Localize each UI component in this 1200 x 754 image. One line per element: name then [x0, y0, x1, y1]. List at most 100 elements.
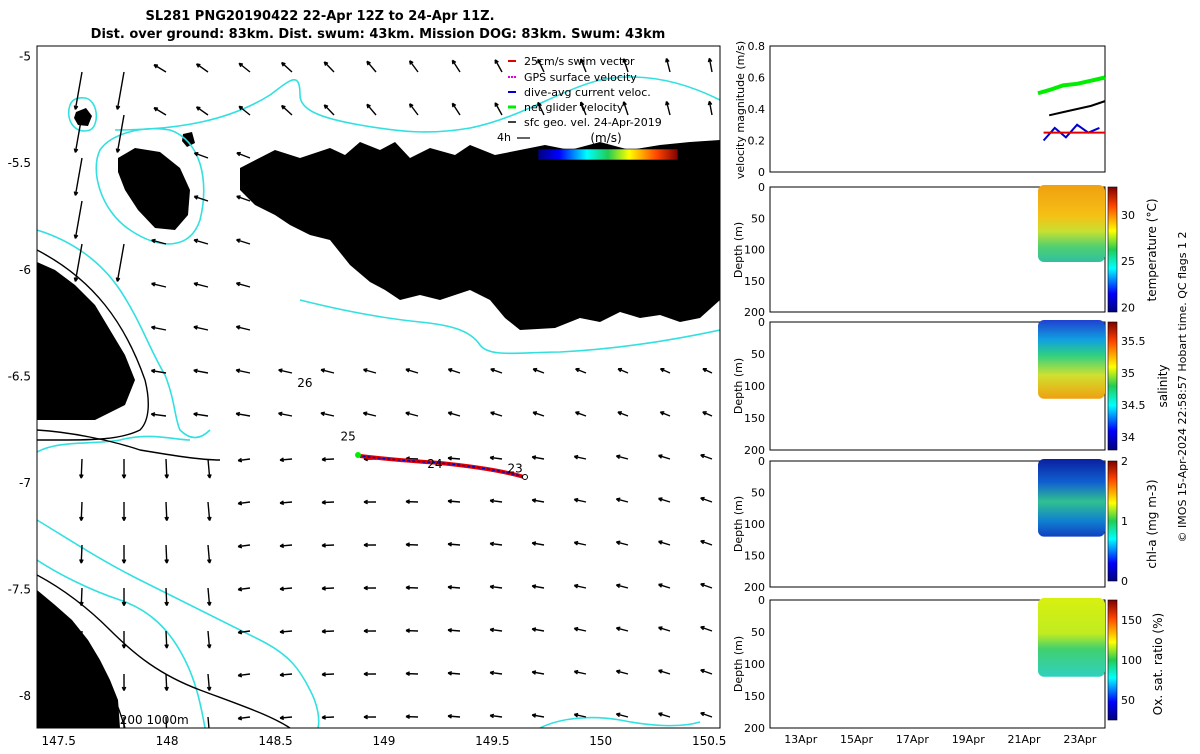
- velocity-arrow: [615, 626, 629, 632]
- depth-tick-label: 200: [744, 444, 765, 457]
- x-tick-label: 150: [589, 734, 612, 748]
- depth-tick-label: 50: [751, 348, 765, 361]
- temperature-colorbar: [1107, 186, 1118, 313]
- velocity-arrow: [121, 630, 127, 649]
- depth-tick-label: 50: [751, 487, 765, 500]
- velocity-arrow: [700, 539, 713, 546]
- velocity-arrow: [115, 71, 125, 110]
- velocity-arrow: [193, 325, 209, 331]
- velocity-arrow: [121, 458, 127, 479]
- velocity-arrow: [362, 368, 377, 374]
- velocity-arrow: [451, 59, 461, 73]
- velocity-arrow: [193, 368, 209, 374]
- velocity-arrow: [573, 454, 587, 460]
- velocity-arrow: [489, 541, 503, 547]
- time-tick-label: 17Apr: [896, 733, 930, 746]
- velocity-arrow: [281, 104, 293, 116]
- velocity-arrow: [206, 587, 212, 606]
- depth-tick-label: 150: [744, 550, 765, 563]
- velocity-arrow: [700, 668, 713, 675]
- velocity-arrow: [193, 238, 209, 245]
- velocity-series-line: [1037, 75, 1106, 96]
- velocity-arrow: [447, 541, 461, 547]
- velocity-arrow: [279, 500, 293, 506]
- colorbar-tick-label: 30: [1121, 209, 1135, 222]
- velocity-arrow: [164, 673, 169, 691]
- velocity-arrow: [405, 542, 419, 547]
- time-tick-label: 13Apr: [784, 733, 818, 746]
- velocity-arrow: [658, 583, 671, 589]
- time-tick-label: 19Apr: [952, 733, 986, 746]
- velocity-arrow: [405, 585, 419, 590]
- x-tick-label: 149.5: [475, 734, 509, 748]
- velocity-arrow: [279, 543, 293, 549]
- velocity-arrow: [281, 61, 293, 73]
- velocity-arrow: [279, 672, 293, 678]
- velocity-arrow: [573, 583, 587, 589]
- velocity-arrow: [531, 584, 545, 589]
- velocity-arrow: [408, 103, 419, 116]
- velocity-arrow: [206, 544, 212, 564]
- current-vectors-track: [359, 455, 525, 478]
- velocity-arrow: [151, 282, 167, 288]
- velocity-arrow: [405, 671, 419, 676]
- velocity-arrow: [236, 195, 251, 202]
- velocity-arrow: [323, 61, 335, 73]
- velocity-arrow: [447, 368, 461, 374]
- velocity-arrow: [320, 368, 335, 374]
- velocity-arrow: [79, 544, 84, 564]
- velocity-arrow: [153, 107, 167, 116]
- salinity-section: [1038, 320, 1105, 399]
- day-label: 25: [341, 429, 356, 443]
- velocity-arrow: [151, 325, 167, 331]
- velocity-arrow: [447, 455, 461, 461]
- y-tick-label: -8: [19, 689, 31, 703]
- velocity-arrow: [573, 540, 587, 546]
- colorbar-tick-label: 0: [1121, 575, 1128, 588]
- colorbar-tick-label: 2: [1121, 455, 1128, 468]
- velocity-arrow: [573, 497, 587, 503]
- x-tick-label: 150.5: [692, 734, 726, 748]
- title-line-2: Dist. over ground: 83km. Dist. swum: 43k…: [91, 27, 666, 42]
- day-label: 24: [427, 457, 442, 471]
- velocity-arrow: [622, 101, 629, 116]
- depth-tick-label: 100: [744, 380, 765, 393]
- velocity-arrow: [207, 458, 212, 479]
- velocity-arrow: [206, 630, 212, 649]
- land-new-britain: [240, 140, 720, 330]
- salinity-cbar-label: salinity: [1156, 364, 1170, 407]
- velocity-arrow: [615, 583, 629, 589]
- velocity-arrow: [494, 59, 503, 73]
- velocity-arrow: [447, 627, 461, 633]
- x-tick-label: 149: [372, 734, 395, 748]
- velocity-arrow: [700, 625, 713, 632]
- colorbar-tick-label: 1: [1121, 515, 1128, 528]
- land-small-islet: [74, 108, 92, 126]
- depth-ylabel: Depth (m): [732, 358, 745, 414]
- salinity-panel: Depth (m) salinity: [732, 320, 1170, 451]
- velocity-arrow: [531, 670, 545, 675]
- velocity-arrow: [447, 713, 461, 719]
- velocity-arrow: [658, 540, 671, 546]
- y-tick-label: 0.4: [748, 103, 766, 116]
- velocity-panel: velocity magnitude (m/s) 0 0.2 0.4 0.6 0…: [734, 40, 1106, 179]
- glider-track: [355, 452, 528, 480]
- depth-tick-label: 100: [744, 518, 765, 531]
- colorbar-tick-label: 50: [1121, 694, 1135, 707]
- velocity-arrow: [73, 243, 83, 282]
- velocity-arrow: [164, 544, 170, 564]
- oxygen-colorbar: [1107, 599, 1118, 721]
- day-label: 26: [297, 376, 312, 390]
- velocity-arrow: [447, 411, 461, 417]
- velocity-arrow: [405, 411, 419, 417]
- velocity-arrow: [279, 629, 293, 635]
- temperature-cbar-label: temperature (°C): [1145, 199, 1159, 302]
- colorbar-tick-label: 100: [1121, 654, 1142, 667]
- velocity-arrow: [235, 281, 251, 288]
- y-tick-label: -5: [19, 50, 31, 64]
- velocity-arrow: [80, 716, 83, 728]
- legend-current-velocity: dive-avg current veloc.: [524, 86, 651, 99]
- velocity-arrow: [537, 58, 545, 73]
- velocity-arrow: [123, 716, 125, 728]
